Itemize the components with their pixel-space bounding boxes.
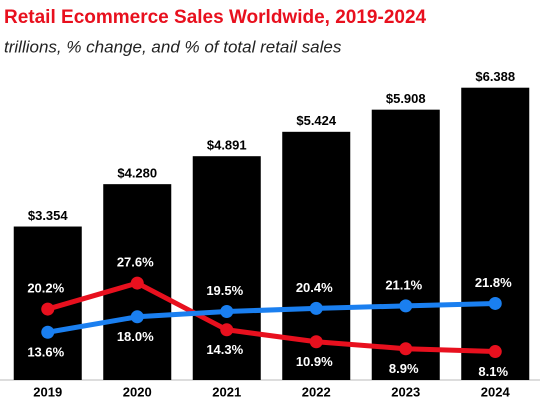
line-value-label: 21.8% [475,275,512,290]
line-value-label: 18.0% [117,329,154,344]
line-point [488,345,502,359]
x-tick-label: 2021 [212,384,241,399]
bar-value-label: $4.280 [117,166,157,181]
line-value-label: 8.1% [478,364,508,379]
x-tick-label: 2019 [33,384,62,399]
bar [192,156,261,380]
bar-value-label: $4.891 [207,138,247,153]
line-point [41,325,55,339]
line-value-label: 20.2% [27,281,64,296]
line-point [309,301,323,315]
bar-value-label: $3.354 [28,208,69,223]
line-point [41,302,55,316]
line [47,300,496,335]
chart-title: Retail Ecommerce Sales Worldwide, 2019-2… [4,7,427,28]
x-tick-label: 2022 [302,384,331,399]
bar [461,87,530,380]
line-value-label: 19.5% [206,283,243,298]
line-point [220,305,234,319]
x-tick-label: 2024 [481,384,511,399]
line-point [399,342,413,356]
line-value-label: 13.6% [27,345,64,360]
chart-subtitle: trillions, % change, and % of total reta… [4,37,342,56]
line [47,280,496,355]
line-value-label: 21.1% [385,277,422,292]
line-point [130,310,144,324]
line-point [130,276,144,290]
line-value-label: 14.3% [206,342,243,357]
line-point [220,323,234,337]
line-value-label: 10.9% [296,354,333,369]
bar-value-label: $6.388 [475,69,515,84]
line-value-label: 20.4% [296,280,333,295]
x-tick-label: 2023 [391,384,420,399]
bar-value-label: $5.424 [296,113,337,128]
line-point [309,335,323,349]
line-point [488,296,502,310]
line-point [399,299,413,313]
bar [371,109,440,380]
bar-value-label: $5.908 [386,91,426,106]
x-tick-label: 2020 [123,384,152,399]
line-value-label: 8.9% [389,361,419,376]
line-value-label: 27.6% [117,255,154,270]
